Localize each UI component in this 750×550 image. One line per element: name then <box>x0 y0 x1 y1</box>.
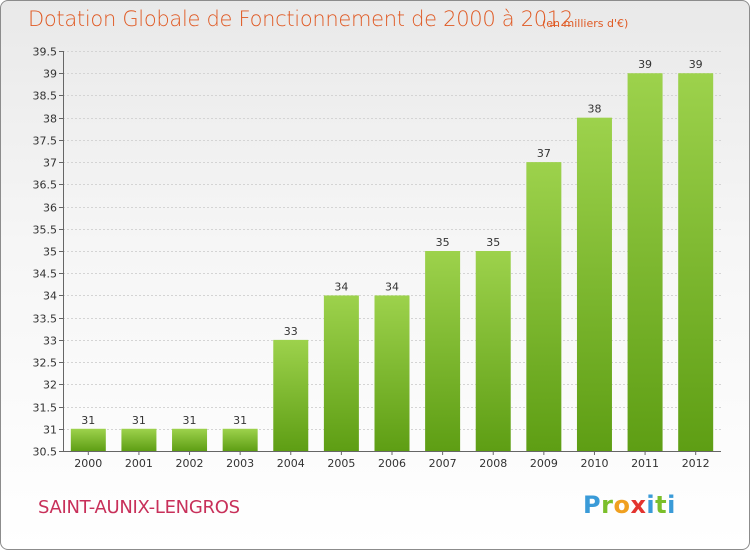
y-tick-label: 33 <box>43 335 57 348</box>
data-label-2010: 38 <box>587 103 601 116</box>
x-tick-label: 2000 <box>74 457 102 470</box>
x-tick-label: 2010 <box>580 457 608 470</box>
y-tick-label: 31 <box>43 424 57 437</box>
y-tick-label: 38.5 <box>33 90 58 103</box>
data-label-2008: 35 <box>486 236 500 249</box>
x-tick-label: 2002 <box>176 457 204 470</box>
bar-2007 <box>425 251 461 451</box>
y-tick-label: 39.5 <box>33 46 58 59</box>
commune-name: SAINT-AUNIX-LENGROS <box>38 497 240 518</box>
bar-2006 <box>374 295 410 451</box>
bar-2010 <box>576 117 612 452</box>
x-tick-label: 2009 <box>530 457 558 470</box>
data-label-2012: 39 <box>689 58 703 71</box>
data-label-2000: 31 <box>81 414 95 427</box>
data-label-2005: 34 <box>334 280 348 293</box>
x-tick-label: 2008 <box>479 457 507 470</box>
y-tick-label: 34 <box>43 290 57 303</box>
data-label-2004: 33 <box>284 325 298 338</box>
bar-layer: 31 31 31 31 33 34 34 35 35 37 38 39 39 <box>70 58 714 452</box>
data-label-2011: 39 <box>638 58 652 71</box>
data-label-2009: 37 <box>537 147 551 160</box>
y-tick-label: 39 <box>43 68 57 81</box>
axis-layer: 30.5 31 31.5 32 32.5 33 33.5 34 34.5 35 35.5 36 36.5… <box>33 46 721 470</box>
x-tick-label: 2006 <box>378 457 406 470</box>
bar-2004 <box>273 339 309 451</box>
y-tick-label: 31.5 <box>33 402 58 415</box>
bar-2009 <box>526 162 562 451</box>
y-tick-label: 37 <box>43 157 57 170</box>
y-tick-label: 38 <box>43 113 57 126</box>
proxiti-logo[interactable]: Proxiti <box>583 491 676 519</box>
y-tick-label: 35 <box>43 246 57 259</box>
data-label-2002: 31 <box>183 414 197 427</box>
data-label-2001: 31 <box>132 414 146 427</box>
x-tick-label: 2004 <box>277 457 305 470</box>
bar-2005 <box>323 295 359 451</box>
x-tick-label: 2007 <box>429 457 457 470</box>
chart-subtitle: (en milliers d'€) <box>542 17 629 30</box>
y-tick-label: 34.5 <box>33 268 58 281</box>
bar-2000 <box>70 428 106 451</box>
bar-2008 <box>475 251 511 451</box>
y-tick-label: 32 <box>43 379 57 392</box>
x-tick-label: 2012 <box>682 457 710 470</box>
y-tick-label: 30.5 <box>33 446 58 459</box>
y-tick-label: 33.5 <box>33 313 58 326</box>
y-tick-label: 35.5 <box>33 224 58 237</box>
data-label-2006: 34 <box>385 280 399 293</box>
x-tick-label: 2001 <box>125 457 153 470</box>
x-tick-label: 2011 <box>631 457 659 470</box>
y-tick-label: 36 <box>43 202 57 215</box>
x-tick-label: 2003 <box>226 457 254 470</box>
y-tick-label: 37.5 <box>33 135 58 148</box>
bar-2002 <box>172 428 208 451</box>
bar-2012 <box>678 73 714 451</box>
data-label-2007: 35 <box>436 236 450 249</box>
bar-2003 <box>222 428 258 451</box>
bar-2001 <box>121 428 157 451</box>
data-label-2003: 31 <box>233 414 247 427</box>
x-tick-label: 2005 <box>327 457 355 470</box>
y-tick-label: 36.5 <box>33 179 58 192</box>
chart-title: Dotation Globale de Fonctionnement de 20… <box>28 7 573 31</box>
bar-2011 <box>627 73 663 451</box>
y-tick-label: 32.5 <box>33 357 58 370</box>
